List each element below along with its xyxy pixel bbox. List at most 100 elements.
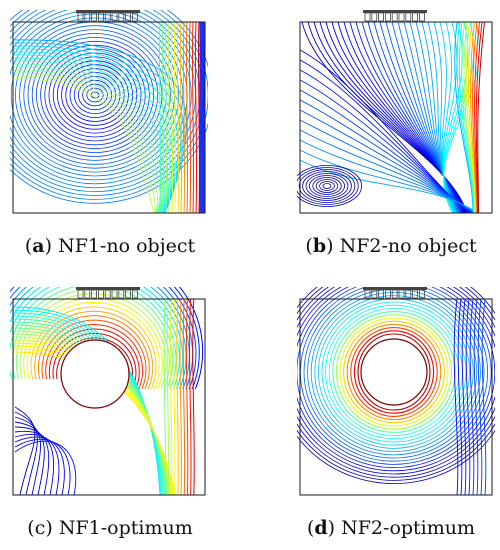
caption-a-tag: a — [32, 235, 45, 257]
streamline — [12, 75, 156, 214]
streamline — [179, 287, 204, 390]
streamline — [353, 330, 435, 414]
streamline — [176, 21, 180, 214]
caption-a: (a) NF1-no object — [24, 235, 196, 257]
streamline — [170, 21, 174, 214]
streamline — [321, 301, 467, 443]
streamline — [48, 328, 140, 390]
streamline — [315, 179, 339, 193]
streamline — [40, 44, 150, 146]
streamline — [185, 21, 189, 214]
streamline — [10, 13, 184, 177]
streamline — [314, 295, 474, 449]
streamline — [179, 298, 182, 496]
streamline — [189, 298, 192, 496]
streamline — [309, 175, 346, 197]
streamline — [10, 287, 184, 390]
streamline — [318, 298, 471, 446]
cylinder-object — [360, 338, 428, 406]
streamline — [322, 183, 332, 189]
streamline — [10, 287, 187, 390]
streamline — [14, 440, 77, 496]
streamline — [30, 306, 157, 390]
streamline — [12, 60, 168, 214]
streamline — [477, 298, 483, 496]
streamline — [182, 21, 186, 214]
caption-c-label: NF1-optimum — [58, 517, 193, 539]
streamline — [161, 21, 165, 214]
streamline — [297, 287, 495, 478]
streamline — [194, 21, 198, 214]
streamline — [48, 52, 142, 138]
streamline — [470, 21, 477, 214]
streamline — [305, 173, 349, 199]
streamline — [299, 159, 479, 214]
cylinder-object — [60, 339, 130, 409]
streamline — [14, 430, 55, 496]
streamline — [164, 21, 168, 214]
streamline — [461, 21, 475, 214]
streamline — [297, 287, 492, 465]
streamline — [176, 298, 179, 496]
streamline — [465, 21, 476, 214]
streamline — [12, 306, 161, 496]
streamline — [19, 25, 171, 165]
streamline — [297, 165, 363, 207]
caption-b: (b) NF2-no object — [305, 235, 477, 257]
caption-d-label: NF2-optimum — [341, 517, 476, 539]
streamline — [475, 21, 483, 214]
caption-d: (d) NF2-optimum — [306, 517, 476, 539]
streamline — [12, 78, 154, 214]
streamline — [339, 317, 449, 427]
panel-c-streamlines — [10, 287, 208, 497]
caption-b-tag: b — [312, 235, 327, 257]
cavity-frame — [299, 21, 493, 214]
streamline — [12, 66, 163, 214]
streamline — [169, 298, 173, 496]
streamline — [10, 10, 208, 204]
streamline — [56, 337, 134, 390]
streamline — [12, 54, 174, 214]
streamline — [14, 438, 71, 496]
streamline — [312, 177, 342, 195]
caption-a-label: NF1-no object — [58, 235, 196, 257]
streamline — [302, 171, 352, 201]
heater-icon — [76, 287, 140, 299]
streamline — [179, 21, 183, 214]
streamline — [14, 434, 60, 496]
streamline — [61, 64, 129, 126]
streamline — [185, 298, 189, 496]
streamline — [15, 21, 176, 169]
streamline — [26, 301, 160, 390]
streamline — [319, 181, 335, 191]
streamline — [158, 21, 162, 214]
heater-icon — [76, 10, 140, 22]
streamline — [473, 21, 480, 214]
streamline — [300, 287, 489, 462]
streamline — [12, 63, 166, 214]
streamline — [335, 314, 453, 430]
streamline — [10, 287, 197, 390]
streamline — [14, 426, 50, 496]
cavity-frame — [12, 298, 206, 496]
streamline — [297, 287, 495, 475]
streamline — [45, 324, 144, 390]
heater-icon — [363, 287, 427, 299]
streamline — [14, 411, 38, 496]
streamline — [457, 298, 463, 496]
heater-icon — [363, 10, 427, 22]
streamline — [469, 298, 475, 496]
streamline — [188, 21, 192, 214]
streamline — [297, 287, 495, 481]
streamline — [481, 298, 487, 496]
panel-a-streamlines — [10, 10, 208, 215]
caption-d-tag: d — [314, 517, 328, 539]
streamline — [453, 298, 459, 496]
streamline — [10, 287, 190, 390]
streamline — [182, 298, 186, 496]
streamline — [12, 72, 159, 214]
streamline — [473, 298, 479, 496]
caption-b-label: NF2-no object — [339, 235, 477, 257]
streamline — [346, 323, 442, 421]
caption-c: (c) NF1-optimum — [27, 517, 193, 539]
